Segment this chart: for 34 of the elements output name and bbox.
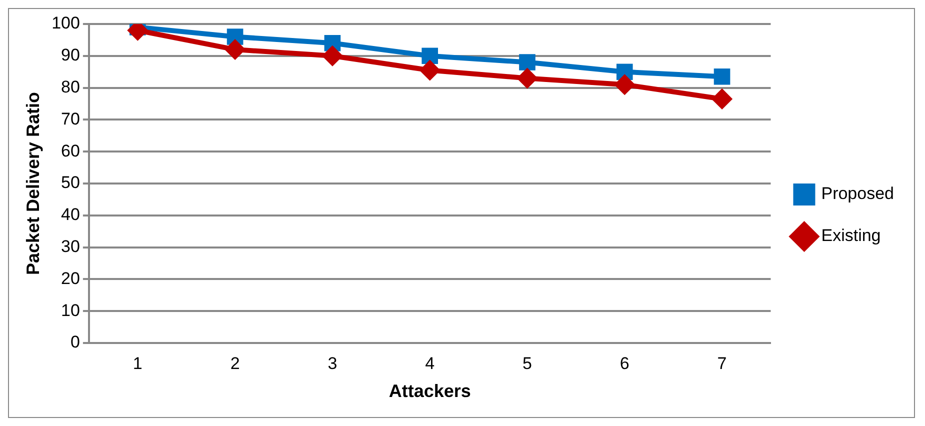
y-tick-label: 100: [52, 14, 80, 33]
y-tick-label: 20: [61, 268, 80, 288]
x-tick-label: 3: [328, 354, 338, 373]
point: [714, 68, 730, 85]
x-tick-label: 2: [230, 354, 240, 373]
x-axis-title: Attackers: [388, 381, 471, 402]
y-tick-label: 10: [61, 300, 80, 320]
x-tick-label: 7: [717, 354, 727, 373]
point: [422, 48, 438, 64]
y-axis-title: Packet Delivery Ratio: [22, 92, 43, 276]
point: [712, 89, 732, 108]
x-tick-label: 5: [522, 354, 532, 373]
legend-label: Proposed: [821, 184, 894, 204]
y-tick-label: 60: [61, 141, 80, 160]
legend-label: Existing: [821, 226, 881, 246]
point: [226, 40, 245, 60]
point: [322, 46, 342, 66]
x-tick-label: 1: [132, 354, 142, 373]
y-tick-label: 50: [61, 173, 80, 192]
point: [615, 75, 634, 94]
point: [226, 28, 244, 45]
y-tick-label: 90: [61, 46, 80, 65]
point: [420, 60, 440, 80]
point: [519, 54, 536, 70]
point: [518, 68, 537, 88]
y-tick-label: 80: [61, 77, 80, 96]
x-tick-label: 6: [620, 354, 630, 373]
y-tick-label: 30: [61, 236, 80, 256]
y-tick-label: 0: [70, 332, 80, 352]
point: [324, 34, 341, 52]
y-tick-label: 70: [61, 109, 80, 128]
x-tick-label: 4: [425, 354, 435, 373]
point: [616, 64, 633, 80]
y-tick-label: 40: [61, 205, 80, 224]
